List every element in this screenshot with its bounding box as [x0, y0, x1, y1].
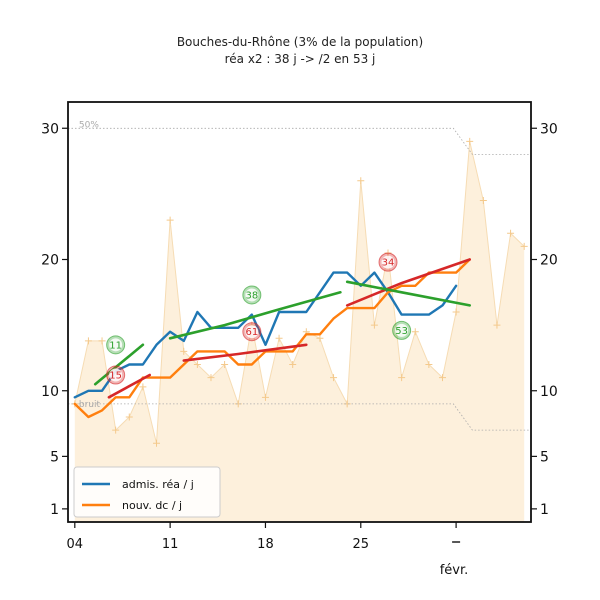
chart-subtitle: réa x2 : 38 j -> /2 en 53 j [225, 52, 376, 66]
badge-label-2: 38 [245, 290, 258, 301]
badge-label-0: 11 [109, 340, 122, 351]
raw-point-7 [166, 216, 174, 224]
x-tick-label-3: 25 [353, 537, 370, 552]
plot-area: 50% bruit 11 15 38 61 34 53 [68, 120, 531, 522]
x-tick-label-0: 04 [67, 537, 84, 552]
trend-line-1 [107, 373, 151, 399]
y-tick-label-right-3: 20 [540, 253, 558, 269]
badge-0: 11 [106, 335, 126, 355]
trend-line-5 [345, 280, 471, 307]
raw-point-26 [425, 361, 433, 368]
trend-line-0 [93, 343, 145, 386]
raw-point-21 [357, 177, 365, 185]
raw-outline [74, 141, 525, 444]
raw-point-27 [438, 374, 446, 382]
trend-line-3 [182, 343, 308, 362]
badge-label-1: 15 [109, 371, 122, 382]
x-tick-label-2: 18 [257, 537, 274, 552]
y-tick-label-right-1: 5 [540, 449, 549, 465]
y-tick-label-right-0: 1 [540, 502, 549, 518]
badge-5: 53 [392, 320, 412, 340]
trend-line-2 [168, 291, 342, 340]
trend-line-4 [345, 258, 471, 307]
y-tick-label-left-2: 10 [41, 384, 59, 400]
badge-2: 38 [242, 285, 262, 305]
legend-label-dc: nouv. dc / j [122, 499, 182, 512]
raw-point-30 [479, 196, 487, 204]
y-tick-label-left-0: 1 [50, 502, 59, 518]
raw-point-25 [411, 328, 419, 336]
raw-point-5 [139, 383, 147, 391]
raw-point-14 [261, 393, 269, 401]
badge-1: 15 [106, 365, 126, 385]
badge-4: 34 [378, 252, 398, 272]
raw-point-2 [98, 337, 106, 345]
badge-core-4 [381, 255, 395, 269]
x-month-label: févr. [440, 563, 469, 578]
y-tick-label-right-4: 30 [540, 121, 558, 137]
raw-point-4 [125, 413, 133, 421]
series-line-0 [73, 271, 458, 399]
raw-point-9 [193, 361, 201, 368]
raw-point-6 [153, 439, 161, 447]
raw-point-3 [112, 426, 120, 434]
reference-label-lower: bruit [79, 400, 101, 410]
badge-label-3: 61 [245, 327, 258, 338]
raw-point-33 [520, 242, 528, 250]
raw-point-11 [221, 361, 229, 368]
raw-point-1 [84, 337, 92, 345]
raw-point-19 [330, 374, 338, 382]
reference-line-upper [68, 127, 531, 155]
y-tick-label-left-3: 20 [41, 253, 59, 269]
raw-point-24 [398, 374, 406, 382]
y-tick-label-left-1: 5 [50, 449, 59, 465]
badge-label-5: 53 [395, 326, 408, 337]
raw-point-10 [207, 374, 215, 382]
raw-point-29 [466, 137, 474, 145]
reference-line-lower [68, 403, 531, 431]
x-tick-label-1: 11 [162, 537, 179, 552]
raw-point-31 [493, 321, 501, 329]
raw-point-18 [316, 334, 324, 342]
raw-point-28 [452, 308, 460, 316]
legend: admis. réa / j nouv. dc / j [73, 466, 221, 518]
raw-point-15 [275, 334, 283, 342]
badge-core-0 [109, 338, 123, 352]
badge-core-1 [109, 368, 123, 382]
badge-3: 61 [242, 322, 262, 342]
badge-core-5 [395, 323, 409, 337]
y-tick-label-right-2: 10 [540, 384, 558, 400]
chart-title: Bouches-du-Rhône (3% de la population) [177, 35, 423, 49]
badge-core-3 [245, 325, 259, 339]
raw-point-22 [370, 321, 378, 329]
raw-point-8 [180, 347, 188, 355]
y-tick-label-left-4: 30 [41, 121, 59, 137]
raw-point-16 [289, 361, 297, 368]
raw-point-32 [507, 229, 515, 237]
badge-core-2 [245, 288, 259, 302]
legend-label-admis: admis. réa / j [122, 478, 194, 491]
raw-area [74, 141, 525, 522]
axes-frame [67, 101, 532, 523]
badge-label-4: 34 [382, 258, 395, 269]
legend-box [73, 466, 221, 518]
reference-label-upper: 50% [79, 120, 99, 130]
